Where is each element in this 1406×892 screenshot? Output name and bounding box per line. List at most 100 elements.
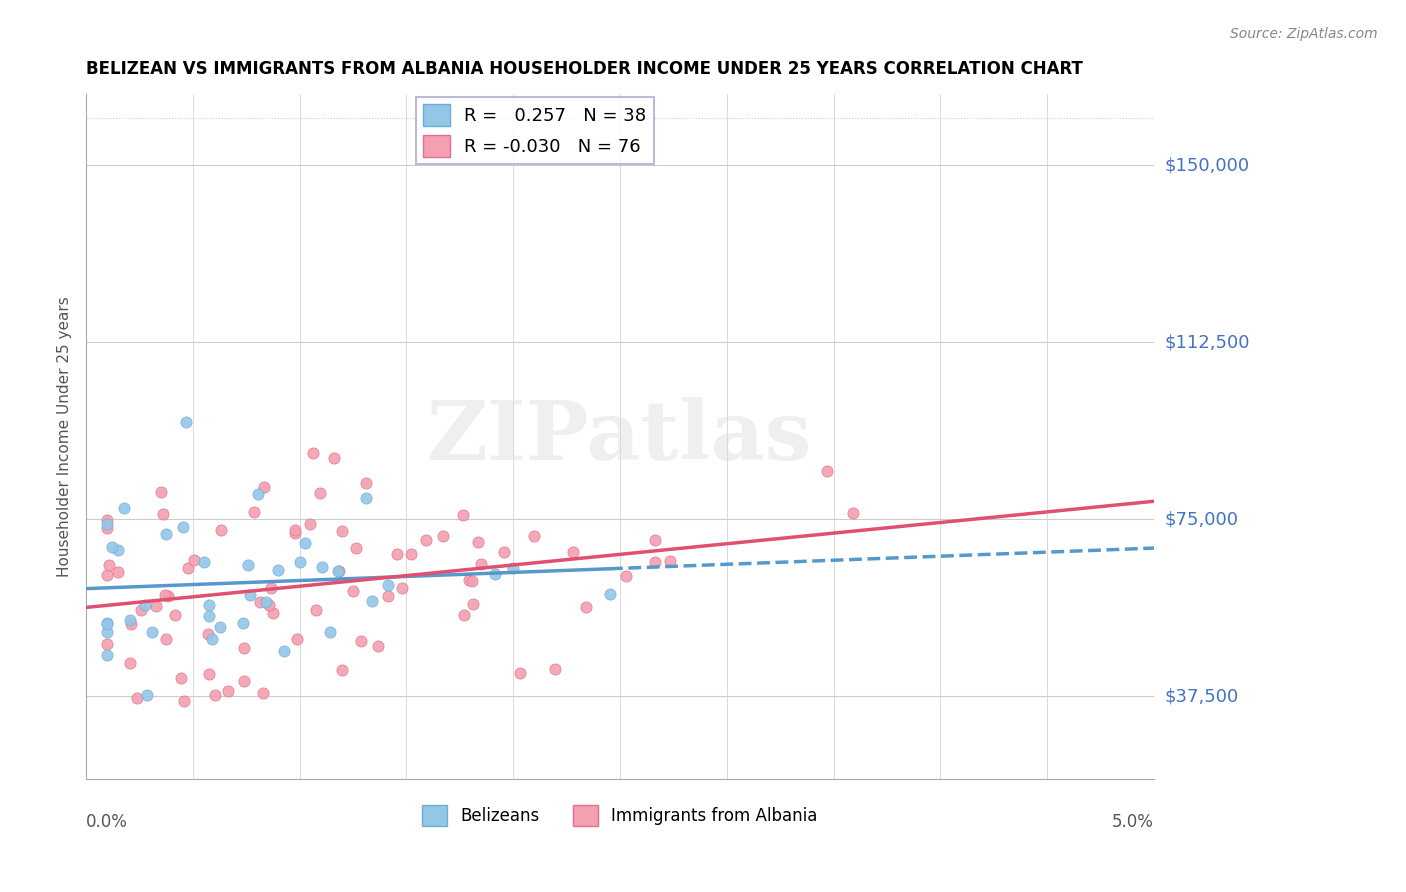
Point bbox=[96, 513, 118, 527]
Point bbox=[260, 581, 283, 595]
Point bbox=[273, 644, 295, 658]
Point bbox=[457, 573, 479, 587]
Point bbox=[350, 633, 373, 648]
Point bbox=[201, 632, 224, 647]
Point bbox=[155, 526, 177, 541]
Point bbox=[156, 589, 179, 603]
Point bbox=[96, 521, 118, 535]
Point bbox=[354, 491, 377, 505]
Text: ZIPatlas: ZIPatlas bbox=[427, 397, 813, 476]
Point bbox=[361, 594, 384, 608]
Point bbox=[319, 625, 342, 640]
Point bbox=[287, 632, 309, 646]
Point bbox=[125, 690, 148, 705]
Point bbox=[136, 688, 159, 702]
Point bbox=[599, 587, 621, 601]
Point bbox=[232, 640, 254, 655]
Point bbox=[232, 615, 254, 630]
Point bbox=[163, 608, 186, 623]
Point bbox=[183, 552, 205, 566]
Point bbox=[150, 485, 173, 500]
Point bbox=[145, 599, 167, 613]
Point bbox=[470, 558, 492, 572]
Point bbox=[467, 535, 489, 549]
Text: BELIZEAN VS IMMIGRANTS FROM ALBANIA HOUSEHOLDER INCOME UNDER 25 YEARS CORRELATIO: BELIZEAN VS IMMIGRANTS FROM ALBANIA HOUS… bbox=[86, 60, 1083, 78]
Point bbox=[198, 608, 221, 623]
Point bbox=[208, 620, 231, 634]
Point bbox=[101, 541, 124, 555]
Legend: Belizeans, Immigrants from Albania: Belizeans, Immigrants from Albania bbox=[416, 798, 824, 832]
Point bbox=[544, 662, 567, 676]
Point bbox=[262, 606, 284, 620]
Point bbox=[432, 529, 454, 543]
Point bbox=[659, 553, 682, 567]
Point bbox=[461, 598, 484, 612]
Point bbox=[377, 589, 399, 603]
Point bbox=[451, 508, 474, 522]
Point bbox=[96, 615, 118, 630]
Point bbox=[387, 547, 409, 561]
Point bbox=[415, 533, 437, 548]
Point bbox=[96, 648, 118, 662]
Text: $112,500: $112,500 bbox=[1164, 334, 1250, 351]
Point bbox=[134, 599, 156, 613]
Point bbox=[204, 688, 226, 702]
Point bbox=[217, 683, 239, 698]
Point bbox=[236, 558, 259, 572]
Point bbox=[177, 560, 200, 574]
Point bbox=[342, 584, 364, 599]
Point bbox=[96, 637, 118, 651]
Point bbox=[561, 545, 583, 559]
Point bbox=[173, 694, 195, 708]
Point bbox=[97, 558, 120, 573]
Point bbox=[152, 507, 174, 521]
Point bbox=[290, 556, 312, 570]
Point bbox=[197, 598, 219, 612]
Point bbox=[118, 656, 141, 670]
Point bbox=[209, 523, 232, 537]
Point bbox=[842, 506, 865, 520]
Point bbox=[323, 451, 346, 466]
Point bbox=[644, 555, 666, 569]
Point bbox=[298, 516, 321, 531]
Point bbox=[243, 505, 266, 519]
Point bbox=[460, 574, 482, 589]
Point bbox=[377, 578, 399, 592]
Point bbox=[249, 595, 271, 609]
Point bbox=[367, 640, 389, 654]
Point bbox=[118, 613, 141, 627]
Point bbox=[174, 415, 197, 429]
Point bbox=[305, 603, 328, 617]
Point bbox=[112, 500, 135, 515]
Point bbox=[328, 564, 350, 578]
Point bbox=[233, 674, 256, 689]
Y-axis label: Householder Income Under 25 years: Householder Income Under 25 years bbox=[58, 296, 72, 577]
Point bbox=[107, 543, 129, 558]
Point bbox=[120, 617, 142, 632]
Point bbox=[284, 525, 307, 540]
Text: 0.0%: 0.0% bbox=[86, 814, 128, 831]
Point bbox=[453, 607, 475, 622]
Point bbox=[197, 667, 219, 681]
Point bbox=[284, 523, 307, 537]
Text: 5.0%: 5.0% bbox=[1112, 814, 1154, 831]
Point bbox=[153, 588, 176, 602]
Point bbox=[308, 486, 330, 500]
Point bbox=[254, 595, 277, 609]
Point bbox=[246, 486, 269, 500]
Text: Source: ZipAtlas.com: Source: ZipAtlas.com bbox=[1230, 27, 1378, 41]
Point bbox=[509, 666, 531, 681]
Point bbox=[354, 476, 377, 491]
Point bbox=[492, 544, 515, 558]
Point bbox=[155, 632, 177, 647]
Point bbox=[502, 561, 524, 575]
Point bbox=[302, 446, 325, 460]
Point bbox=[817, 464, 839, 478]
Point bbox=[484, 566, 506, 581]
Point bbox=[328, 564, 350, 578]
Point bbox=[193, 555, 215, 569]
Point bbox=[399, 547, 422, 561]
Point bbox=[96, 616, 118, 631]
Point bbox=[344, 541, 367, 555]
Point bbox=[575, 600, 598, 615]
